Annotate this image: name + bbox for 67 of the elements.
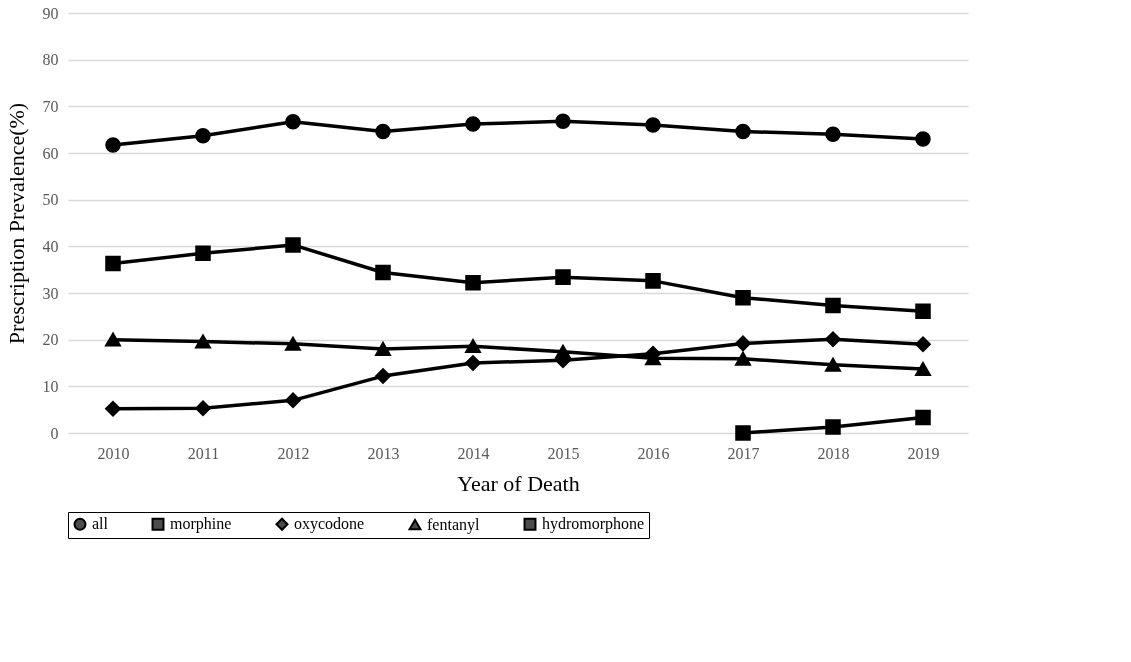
y-tick-label: 0: [50, 424, 59, 442]
x-tick-label: 2016: [637, 444, 670, 462]
point: [465, 339, 481, 354]
point: [195, 245, 211, 262]
legend-label: oxycodone: [294, 515, 365, 534]
y-tick-label: 90: [42, 4, 59, 22]
point: [735, 289, 751, 306]
legend-label: all: [92, 515, 109, 533]
point: [195, 400, 211, 417]
x-tick-label: 2013: [367, 444, 400, 462]
legend-label: hydromorphone: [542, 515, 645, 534]
point: [375, 368, 391, 384]
point: [825, 419, 841, 435]
point: [915, 303, 931, 319]
x-tick-label: 2011: [187, 444, 220, 462]
point: [285, 113, 301, 130]
point: [375, 264, 391, 281]
legend-label: morphine: [170, 515, 232, 534]
point: [915, 362, 931, 376]
y-tick-label: 20: [42, 331, 59, 349]
x-tick-label: 2018: [817, 444, 850, 462]
point: [735, 335, 751, 352]
point: [825, 357, 841, 372]
point: [465, 274, 481, 291]
point: [645, 273, 661, 289]
point: [555, 113, 571, 130]
point: [915, 131, 931, 147]
point: [555, 344, 571, 359]
x-tick-label: 2017: [727, 444, 760, 462]
point: [375, 342, 391, 356]
point: [465, 355, 481, 371]
point: [105, 255, 121, 272]
y-tick-label: 70: [42, 97, 59, 115]
point: [465, 116, 481, 132]
y-tick-label: 40: [42, 237, 59, 255]
point: [105, 137, 121, 153]
x-tick-label: 2012: [277, 444, 310, 462]
y-tick-label: 30: [42, 284, 59, 302]
point: [735, 351, 751, 366]
point: [825, 297, 841, 314]
x-tick-label: 2010: [97, 444, 130, 462]
point: [105, 400, 121, 417]
y-tick-label: 50: [42, 191, 59, 209]
point: [285, 237, 301, 253]
point: [285, 336, 301, 351]
point: [915, 409, 931, 426]
point: [555, 269, 571, 285]
point: [735, 123, 751, 140]
point: [915, 336, 931, 353]
x-tick-label: 2015: [547, 444, 580, 462]
point: [195, 334, 211, 349]
point: [105, 332, 121, 347]
y-tick-label: 80: [42, 51, 59, 69]
x-tick-label: 2014: [457, 444, 490, 462]
y-axis-title: Prescription Prevalence(%): [3, 102, 29, 345]
point: [825, 126, 841, 143]
point: [285, 392, 301, 409]
y-tick-label: 60: [42, 144, 59, 162]
point: [195, 127, 211, 144]
y-tick-label: 10: [42, 377, 59, 395]
point: [645, 117, 661, 133]
x-axis-title: Year of Death: [457, 470, 580, 496]
legend-label: fentanyl: [427, 515, 480, 534]
point: [735, 425, 751, 441]
point: [375, 123, 391, 140]
x-tick-label: 2019: [907, 444, 940, 462]
point: [825, 331, 841, 347]
